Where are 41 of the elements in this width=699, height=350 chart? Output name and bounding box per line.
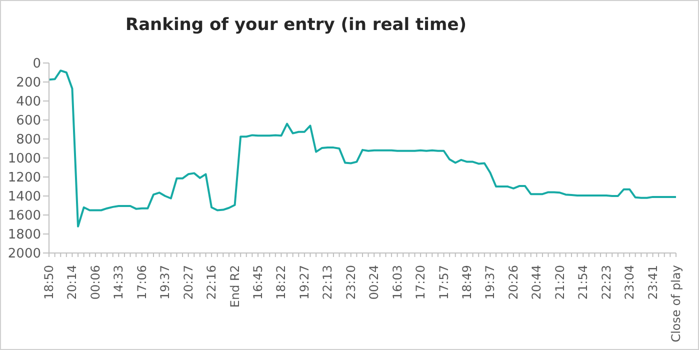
x-tick-label: 18:49 bbox=[460, 265, 474, 300]
x-tick-label: 20:26 bbox=[506, 265, 520, 300]
y-tick-label: 1000 bbox=[8, 152, 41, 167]
y-tick-label: 1400 bbox=[8, 190, 41, 205]
y-tick-label: 1800 bbox=[8, 228, 41, 243]
y-tick-label: 400 bbox=[16, 94, 41, 110]
x-tick-label: 14:33 bbox=[112, 265, 126, 300]
x-tick-label: 21:20 bbox=[552, 265, 567, 300]
x-tick-label: 23:20 bbox=[344, 265, 358, 300]
y-tick-label: 600 bbox=[16, 114, 41, 129]
chart-title: Ranking of your entry (in real time) bbox=[124, 15, 468, 35]
x-tick-label: Close of play bbox=[669, 265, 683, 342]
x-tick-label: 19:37 bbox=[483, 265, 498, 300]
line-series bbox=[49, 70, 676, 228]
x-tick-label: 22:16 bbox=[204, 265, 219, 300]
x-tick-label: 16:45 bbox=[251, 265, 265, 300]
x-tick-label: 21:54 bbox=[576, 265, 590, 300]
y-tick-label: 0 bbox=[32, 56, 41, 72]
y-tick-label: 200 bbox=[16, 76, 41, 91]
x-tick-label: 23:04 bbox=[622, 265, 637, 300]
x-tick-label: 20:44 bbox=[530, 265, 544, 300]
x-tick-label: 17:57 bbox=[436, 265, 451, 300]
y-tick-label: 1200 bbox=[8, 170, 41, 186]
y-tick-label: 800 bbox=[16, 132, 41, 148]
x-tick-label: 16:03 bbox=[390, 265, 404, 300]
x-tick-label: 00:24 bbox=[367, 265, 382, 300]
x-tick-label: 23:41 bbox=[646, 265, 660, 300]
x-tick-label: 19:37 bbox=[158, 265, 172, 300]
x-tick-label: 19:27 bbox=[297, 265, 312, 300]
x-tick-label: 20:27 bbox=[181, 265, 196, 300]
x-tick-label: End R2 bbox=[228, 265, 242, 308]
y-tick-label: 2000 bbox=[8, 246, 41, 262]
x-tick-label: 22:13 bbox=[320, 265, 335, 300]
x-tick-label: 18:50 bbox=[42, 265, 56, 300]
x-tick-label: 00:06 bbox=[88, 265, 102, 300]
x-tick-label: 17:20 bbox=[414, 265, 428, 300]
x-tick-label: 20:14 bbox=[65, 265, 80, 300]
x-tick-label: 18:22 bbox=[274, 265, 288, 300]
x-tick-label: 17:06 bbox=[134, 265, 149, 300]
y-tick-label: 1600 bbox=[8, 208, 41, 224]
x-tick-label: 22:23 bbox=[599, 265, 614, 300]
